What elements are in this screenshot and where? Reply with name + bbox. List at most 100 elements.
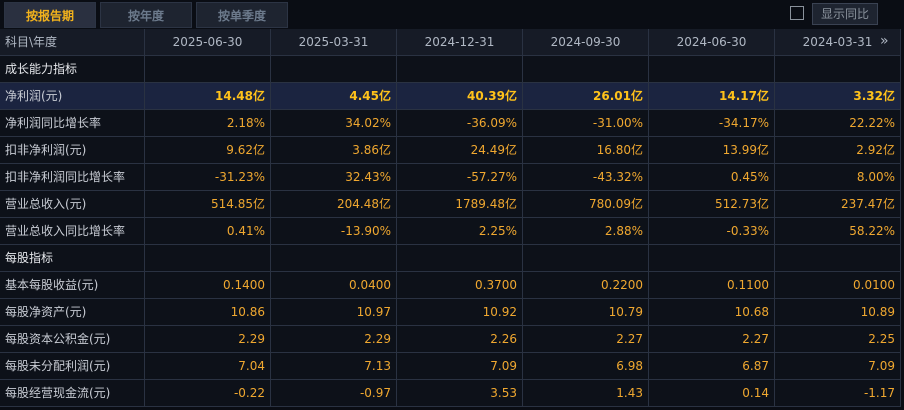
value-cell: 0.45% [649,164,775,191]
value-cell: 9.62亿 [145,137,271,164]
value-cell [145,56,271,83]
value-cell: 24.49亿 [397,137,523,164]
value-cell: 10.68 [649,299,775,326]
value-cell: 2.18% [145,110,271,137]
value-cell: 0.1100 [649,272,775,299]
value-cell: 1789.48亿 [397,191,523,218]
value-cell: 8.00% [775,164,901,191]
value-cell: 780.09亿 [523,191,649,218]
value-cell: 6.98 [523,353,649,380]
tab[interactable]: 按单季度 [196,2,288,28]
value-cell: 2.27 [649,326,775,353]
value-cell: 7.04 [145,353,271,380]
value-cell [397,56,523,83]
value-cell: 3.32亿 [775,83,901,110]
column-header: 2024-03-31 [775,29,901,56]
column-header: 2024-06-30 [649,29,775,56]
value-cell: -31.00% [523,110,649,137]
value-cell: 0.1400 [145,272,271,299]
value-cell: 2.92亿 [775,137,901,164]
row-label: 每股未分配利润(元) [0,353,145,380]
value-cell: 10.92 [397,299,523,326]
value-cell: 0.3700 [397,272,523,299]
tab[interactable]: 按年度 [100,2,192,28]
value-cell: 204.48亿 [271,191,397,218]
value-cell: -57.27% [397,164,523,191]
more-icon[interactable]: » [880,33,889,49]
row-label: 每股资本公积金(元) [0,326,145,353]
row-label: 营业总收入同比增长率 [0,218,145,245]
value-cell [523,56,649,83]
tab[interactable]: 按报告期 [4,2,96,28]
value-cell: -0.22 [145,380,271,407]
row-label: 扣非净利润同比增长率 [0,164,145,191]
value-cell: 2.25% [397,218,523,245]
value-cell: 2.25 [775,326,901,353]
value-cell [649,245,775,272]
value-cell: 0.0100 [775,272,901,299]
value-cell: 6.87 [649,353,775,380]
value-cell: 34.02% [271,110,397,137]
row-label: 扣非净利润(元) [0,137,145,164]
row-label: 每股净资产(元) [0,299,145,326]
value-cell: 1.43 [523,380,649,407]
value-cell: 3.86亿 [271,137,397,164]
value-cell: 10.97 [271,299,397,326]
column-header: 2025-03-31 [271,29,397,56]
value-cell: 26.01亿 [523,83,649,110]
value-cell: -31.23% [145,164,271,191]
row-label: 营业总收入(元) [0,191,145,218]
value-cell: 512.73亿 [649,191,775,218]
toggle-button[interactable]: 显示同比 [812,3,878,25]
value-cell: 2.26 [397,326,523,353]
value-cell: -0.33% [649,218,775,245]
value-cell: 237.47亿 [775,191,901,218]
value-cell: 16.80亿 [523,137,649,164]
value-cell [271,245,397,272]
value-cell: 2.29 [271,326,397,353]
value-cell: 4.45亿 [271,83,397,110]
value-cell: 14.48亿 [145,83,271,110]
value-cell: -13.90% [271,218,397,245]
value-cell [271,56,397,83]
value-cell [775,56,901,83]
value-cell: 7.13 [271,353,397,380]
row-label: 净利润同比增长率 [0,110,145,137]
value-cell [775,245,901,272]
value-cell: 40.39亿 [397,83,523,110]
value-cell: -36.09% [397,110,523,137]
value-cell: 0.41% [145,218,271,245]
value-cell: -43.32% [523,164,649,191]
value-cell: 2.29 [145,326,271,353]
value-cell: 22.22% [775,110,901,137]
value-cell: 514.85亿 [145,191,271,218]
value-cell [397,245,523,272]
value-cell: -34.17% [649,110,775,137]
value-cell: 2.27 [523,326,649,353]
section-label: 成长能力指标 [0,56,145,83]
row-label: 每股经营现金流(元) [0,380,145,407]
value-cell: 13.99亿 [649,137,775,164]
checkbox[interactable] [790,6,804,20]
value-cell: -0.97 [271,380,397,407]
section-label: 每股指标 [0,245,145,272]
value-cell: 0.14 [649,380,775,407]
value-cell: 0.0400 [271,272,397,299]
value-cell: 7.09 [775,353,901,380]
value-cell [523,245,649,272]
value-cell: 58.22% [775,218,901,245]
column-header: 2024-09-30 [523,29,649,56]
value-cell: 10.86 [145,299,271,326]
value-cell: 2.88% [523,218,649,245]
value-cell: 10.89 [775,299,901,326]
row-label: 基本每股收益(元) [0,272,145,299]
column-header: 2025-06-30 [145,29,271,56]
row-label: 净利润(元) [0,83,145,110]
corner-header: 科目\年度 [0,29,145,56]
value-cell: 14.17亿 [649,83,775,110]
value-cell [649,56,775,83]
value-cell [145,245,271,272]
value-cell: -1.17 [775,380,901,407]
column-header: 2024-12-31 [397,29,523,56]
